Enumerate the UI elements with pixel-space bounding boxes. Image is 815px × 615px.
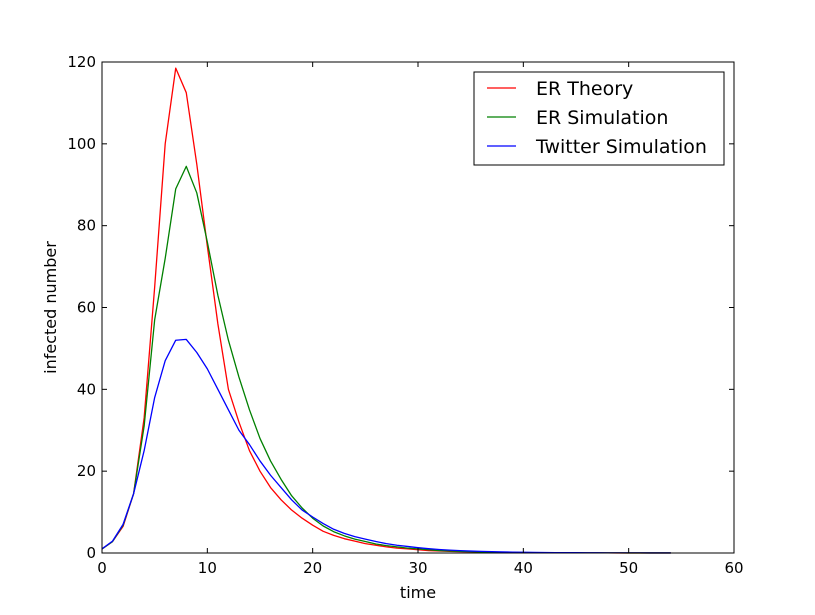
y-tick-label: 120 xyxy=(67,53,96,71)
legend-label-2: ER Simulation xyxy=(536,107,668,129)
y-tick-label: 60 xyxy=(77,299,96,317)
x-tick-label: 10 xyxy=(198,559,217,577)
axis-ticks: 0 10 20 30 40 50 60 0 20 40 60 80 100 120 xyxy=(67,53,743,577)
y-tick-label: 40 xyxy=(77,380,96,398)
x-tick-label: 0 xyxy=(97,559,107,577)
x-tick-label: 40 xyxy=(514,559,533,577)
series-line-3 xyxy=(101,338,671,554)
series-line-2 xyxy=(101,165,671,554)
legend: ER Theory ER Simulation Twitter Simulation xyxy=(473,71,725,166)
y-tick-label: 0 xyxy=(86,544,96,562)
x-tick-label: 20 xyxy=(303,559,322,577)
y-tick-label: 20 xyxy=(77,462,96,480)
legend-label-1: ER Theory xyxy=(536,78,633,100)
y-tick-label: 100 xyxy=(67,135,96,153)
x-axis-label: time xyxy=(400,583,436,602)
y-tick-label: 80 xyxy=(77,217,96,235)
x-tick-label: 30 xyxy=(408,559,427,577)
legend-label-3: Twitter Simulation xyxy=(535,136,707,158)
x-tick-label: 50 xyxy=(619,559,638,577)
x-tick-label: 60 xyxy=(724,559,743,577)
y-axis-label: infected number xyxy=(41,241,60,374)
